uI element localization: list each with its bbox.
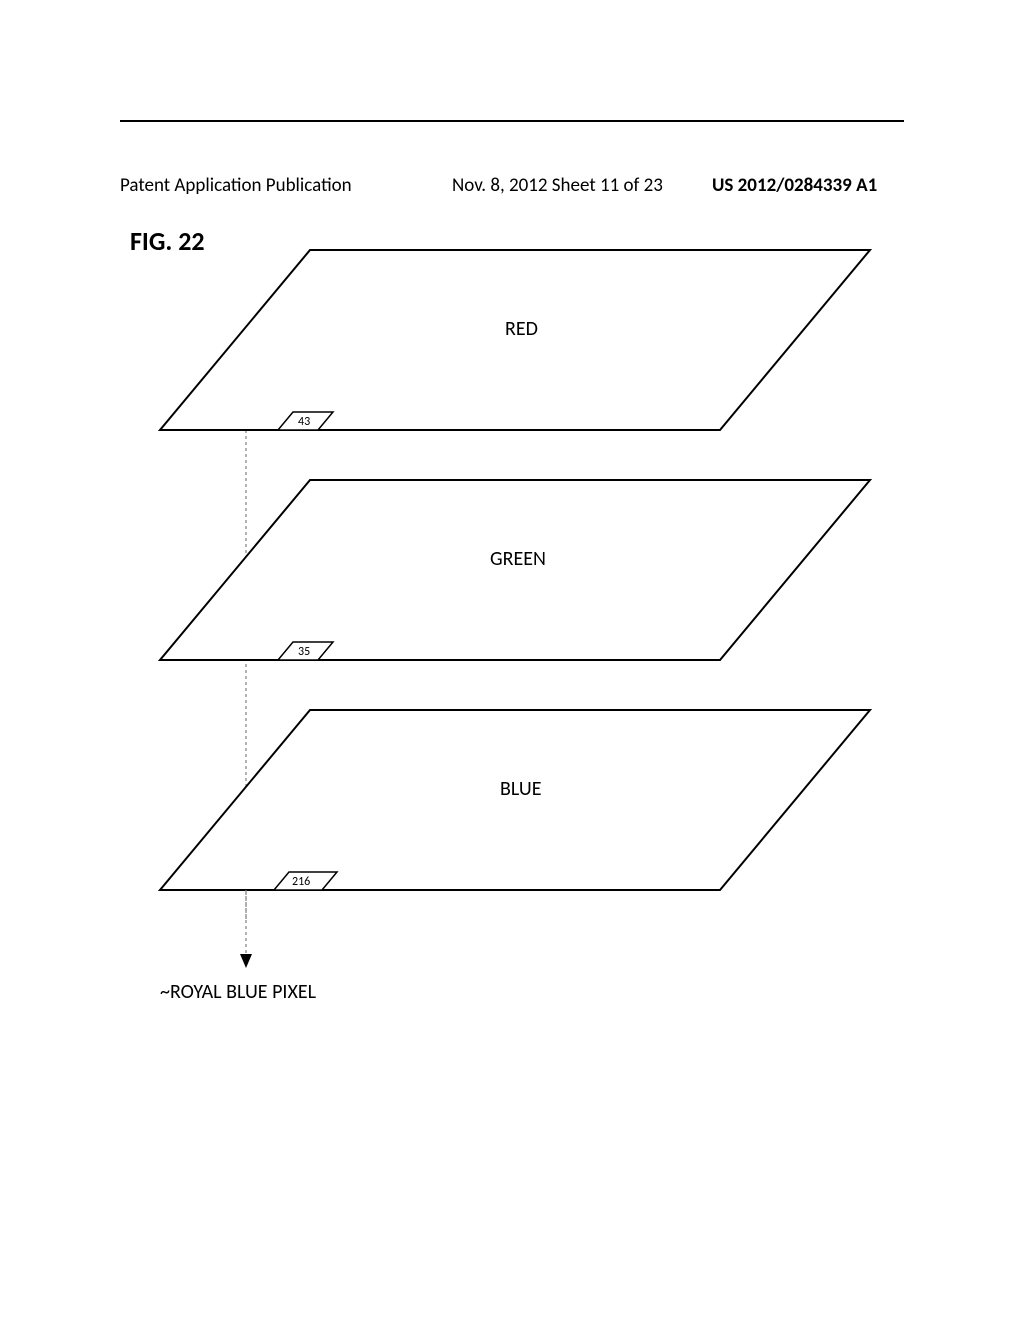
rgb-layers-diagram: RED 43 GREEN 35 BLUE 216 xyxy=(0,220,1024,1020)
layer-label-blue: BLUE xyxy=(500,777,541,801)
cell-value-blue: 216 xyxy=(292,875,310,889)
header-right: US 2012/0284339 A1 xyxy=(712,174,877,197)
result-label: ~ROYAL BLUE PIXEL xyxy=(160,980,317,1004)
layer-red: RED 43 xyxy=(160,250,870,430)
layer-label-green: GREEN xyxy=(490,547,546,571)
cell-value-green: 35 xyxy=(298,645,310,659)
page: Patent Application Publication Nov. 8, 2… xyxy=(0,0,1024,1320)
header-left: Patent Application Publication xyxy=(120,174,352,197)
layer-green: GREEN 35 xyxy=(160,480,870,660)
layer-blue: BLUE 216 xyxy=(160,710,870,890)
arrowhead-to-result xyxy=(240,954,252,968)
cell-value-red: 43 xyxy=(298,415,310,429)
layer-label-red: RED xyxy=(505,317,538,341)
header-rule xyxy=(120,120,904,122)
header-center: Nov. 8, 2012 Sheet 11 of 23 xyxy=(452,174,663,197)
